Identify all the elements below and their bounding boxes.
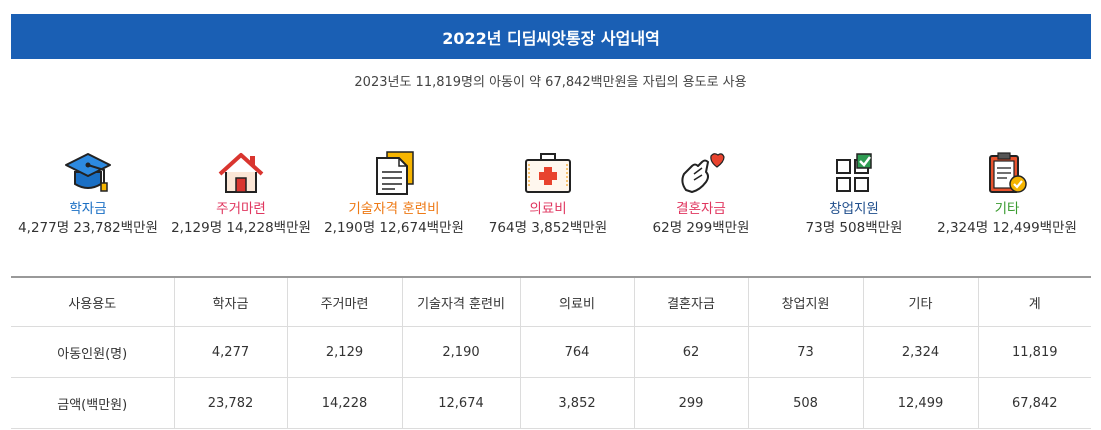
row-header: 금액(백만원) [11,377,175,429]
column-header: 학자금 [174,276,288,327]
usage-name: 기타 [994,201,1020,217]
usage-name: 학자금 [69,201,107,217]
usage-name: 기술자격 훈련비 [348,201,440,217]
usage-name: 창업지원 [829,201,879,217]
usage-name: 주거마련 [216,201,266,217]
table-row: 금액(백만원) 23,782 14,228 12,674 3,852 299 5… [11,377,1091,429]
table-cell: 12,674 [402,377,521,429]
usage-stat: 73명 508백만원 [805,220,903,236]
usage-stat: 2,129명 14,228백만원 [171,220,311,236]
usage-icon-row: 학자금 4,277명 23,782백만원 주거마련 2,129명 14,228백… [0,150,1101,250]
banner-title: 2022년 디딤씨앗통장 사업내역 [442,28,660,48]
usage-table: 사용용도 학자금 주거마련 기술자격 훈련비 의료비 결혼자금 창업지원 기타 … [11,276,1091,429]
usage-stat: 2,324명 12,499백만원 [937,220,1077,236]
grid-checkbox-icon [776,150,932,196]
column-header: 창업지원 [748,276,864,327]
page-banner: 2022년 디딤씨앗통장 사업내역 [11,14,1091,59]
usage-item-training: 기술자격 훈련비 2,190명 12,674백만원 [316,150,472,238]
summary-text: 2023년도 11,819명의 아동이 약 67,842백만원을 자립의 용도로… [354,75,747,90]
table-header-row: 사용용도 학자금 주거마련 기술자격 훈련비 의료비 결혼자금 창업지원 기타 … [11,276,1091,327]
table-cell: 3,852 [520,377,635,429]
usage-stat: 4,277명 23,782백만원 [18,220,158,236]
table-cell: 764 [520,326,635,378]
table-cell: 67,842 [978,377,1091,429]
usage-item-tuition: 학자금 4,277명 23,782백만원 [10,150,166,238]
table-cell: 14,228 [287,377,403,429]
table-cell: 299 [634,377,749,429]
usage-item-housing: 주거마련 2,129명 14,228백만원 [163,150,319,238]
column-header: 기타 [863,276,979,327]
table-cell: 12,499 [863,377,979,429]
first-aid-kit-icon [470,150,626,196]
usage-stat: 2,190명 12,674백만원 [324,220,464,236]
graduation-cap-icon [10,150,166,196]
table-cell: 2,190 [402,326,521,378]
column-header: 결혼자금 [634,276,749,327]
finger-heart-icon [623,150,779,196]
table-cell: 4,277 [174,326,288,378]
table-cell: 2,129 [287,326,403,378]
usage-name: 의료비 [529,201,567,217]
row-header: 아동인원(명) [11,326,175,378]
table-row: 아동인원(명) 4,277 2,129 2,190 764 62 73 2,32… [11,326,1091,378]
usage-stat: 764명 3,852백만원 [488,220,608,236]
house-icon [163,150,319,196]
usage-stat: 62명 299백만원 [652,220,750,236]
usage-item-medical: 의료비 764명 3,852백만원 [470,150,626,238]
certificate-document-icon [316,150,472,196]
table-cell: 62 [634,326,749,378]
table-cell: 508 [748,377,864,429]
column-header: 사용용도 [11,276,175,327]
column-header: 의료비 [520,276,635,327]
column-header: 주거마련 [287,276,403,327]
table-cell: 2,324 [863,326,979,378]
table-cell: 73 [748,326,864,378]
column-header: 계 [978,276,1091,327]
usage-item-startup: 창업지원 73명 508백만원 [776,150,932,238]
column-header: 기술자격 훈련비 [402,276,521,327]
usage-item-other: 기타 2,324명 12,499백만원 [929,150,1085,238]
table-cell: 23,782 [174,377,288,429]
usage-name: 결혼자금 [676,201,726,217]
usage-item-wedding: 결혼자금 62명 299백만원 [623,150,779,238]
clipboard-check-icon [929,150,1085,196]
table-cell: 11,819 [978,326,1091,378]
